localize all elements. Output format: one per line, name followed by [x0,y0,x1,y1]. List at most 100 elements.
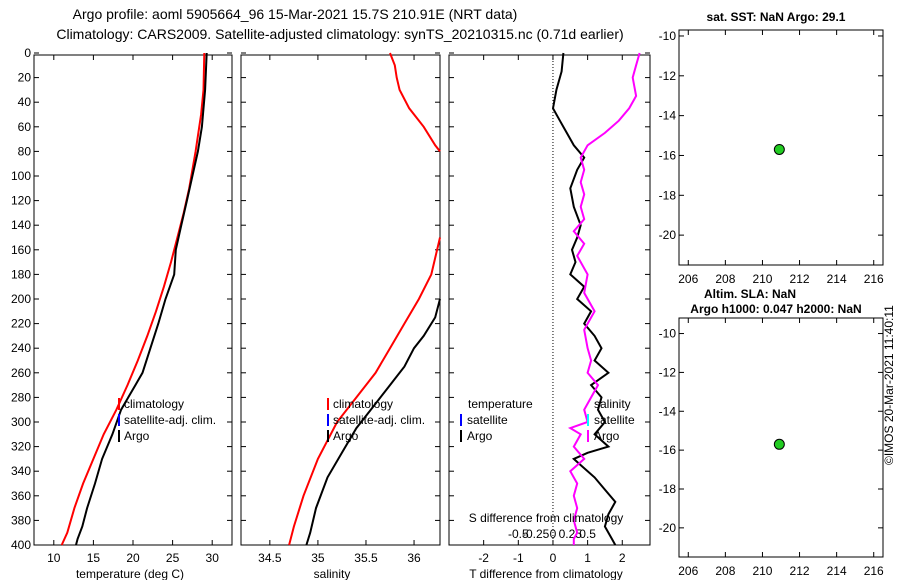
y-tick-label: 200 [11,292,31,306]
x-tick-label: 0 [550,551,557,565]
legend-swatch-t-argo [460,430,462,442]
difference-top-xlabel: S difference from climatology [469,511,624,525]
map-y-tick-label: -20 [659,228,677,242]
top-x-tick-label: 0 [550,527,557,541]
y-tick-label: 180 [11,267,31,281]
map-x-tick-label: 210 [752,564,772,578]
legend-swatch-s-satellite [587,414,589,426]
series-climatology [389,52,441,153]
map-x-tick-label: 212 [790,272,810,286]
x-tick-label: 20 [126,551,140,565]
argo-position-marker [773,143,785,155]
map-y-tick-label: -14 [659,109,677,123]
x-tick-label: 36 [407,551,421,565]
sla-map-title: Altim. SLA: NaN [704,287,796,301]
map-y-tick-label: -10 [659,29,677,43]
temperature-xlabel: temperature (deg C) [76,567,184,580]
x-tick-label: 35.5 [354,551,378,565]
y-tick-label: 80 [18,144,32,158]
x-tick-label: 15 [87,551,101,565]
legend-swatch-s-argo [587,430,589,442]
y-tick-label: 0 [24,46,31,60]
x-tick-label: 35 [311,551,325,565]
legend-salinity-heading: salinity [594,397,631,411]
y-tick-label: 300 [11,415,31,429]
salinity-panel: 34.5 35 35.5 36 [240,52,441,565]
legend-label-satellite: satellite-adj. clim. [124,413,216,427]
legend-swatch-satellite [327,414,329,426]
legend-label-argo: Argo [333,429,359,443]
map-x-tick-label: 208 [715,272,735,286]
map-frame [678,29,884,266]
y-tick-label: 360 [11,489,31,503]
map-x-tick-label: 216 [864,564,884,578]
y-tick-label: 260 [11,366,31,380]
salinity-legend: climatology satellite-adj. clim. Argo [327,397,425,443]
y-tick-label: 340 [11,464,31,478]
legend-label-argo: Argo [124,429,150,443]
legend-swatch-satellite [118,414,120,426]
y-tick-label: 380 [11,513,31,527]
legend-swatch-climatology [118,398,120,410]
series-argo [305,298,441,546]
series-t-difference-argo- [551,52,617,546]
map-x-tick-label: 206 [678,272,698,286]
map-x-tick-label: 216 [864,272,884,286]
sst-map-panel: -10 -12 -14 -16 -18 -20 206 208 210 212 214 216 [659,29,884,286]
map-x-tick-label: 214 [827,564,847,578]
sst-map-title: sat. SST: NaN Argo: 29.1 [707,10,846,24]
legend-swatch-t-satellite [460,414,462,426]
map-y-tick-label: -12 [659,69,677,83]
series-climatology [288,237,441,546]
y-tick-label: 400 [11,538,31,552]
legend-swatch-argo [327,430,329,442]
difference-xlabel: T difference from climatology [469,567,623,580]
x-tick-label: 10 [47,551,61,565]
legend-label-t-satellite: satellite [467,413,508,427]
temperature-panel: 0 20 40 60 80 100 120 140 160 180 200 220 240 260 280 3… [11,46,233,565]
legend-swatch-climatology [327,398,329,410]
difference-panel: -2 -1 0 1 2-0.5-0.25 0 0.250.5 [448,52,651,565]
title-line-2: Climatology: CARS2009. Satellite-adjuste… [56,26,623,42]
x-tick-label: -2 [478,551,489,565]
x-tick-label: 25 [166,551,180,565]
top-x-tick-label: 0.5 [579,527,596,541]
footer-credit: ©IMOS 20-Mar-2021 11:40:11 [882,305,896,465]
x-tick-label: 34.5 [258,551,282,565]
x-tick-label: -1 [513,551,524,565]
x-tick-label: 1 [584,551,591,565]
y-tick-label: 320 [11,440,31,454]
map-y-tick-label: -18 [659,188,677,202]
series-argo [75,52,208,546]
temperature-legend: climatology satellite-adj. clim. Argo [118,397,216,443]
map-x-tick-label: 214 [827,272,847,286]
y-tick-label: 220 [11,317,31,331]
map-frame [678,317,884,558]
map-y-tick-label: -16 [659,148,677,162]
title-line-1: Argo profile: aoml 5905664_96 15-Mar-202… [73,6,518,22]
sla-map-panel: -10 -12 -14 -16 -18 -20 206 208 210 212 214 216 [659,317,884,578]
plot-frame [240,54,441,546]
map-x-tick-label: 206 [678,564,698,578]
y-tick-label: 20 [18,71,32,85]
map-y-tick-label: -10 [659,327,677,341]
salinity-xlabel: salinity [314,567,351,580]
top-x-tick-label: -0.25 [522,527,550,541]
legend-label-climatology: climatology [333,397,393,411]
x-tick-label: 30 [206,551,220,565]
plot-frame [448,54,651,546]
legend-label-t-argo: Argo [467,429,493,443]
y-tick-label: 40 [18,95,32,109]
y-tick-label: 160 [11,243,31,257]
argo-position-marker [773,438,785,450]
series-s-difference-argo- [567,52,641,545]
x-tick-label: 2 [619,551,626,565]
map-y-tick-label: -14 [659,404,677,418]
sla-map-title-2: Argo h1000: 0.047 h2000: NaN [690,302,861,316]
legend-label-satellite: satellite-adj. clim. [333,413,425,427]
map-x-tick-label: 212 [790,564,810,578]
map-x-tick-label: 208 [715,564,735,578]
legend-label-s-satellite: satellite [594,413,635,427]
difference-legend: temperature satellite Argo salinity sate… [460,397,635,443]
